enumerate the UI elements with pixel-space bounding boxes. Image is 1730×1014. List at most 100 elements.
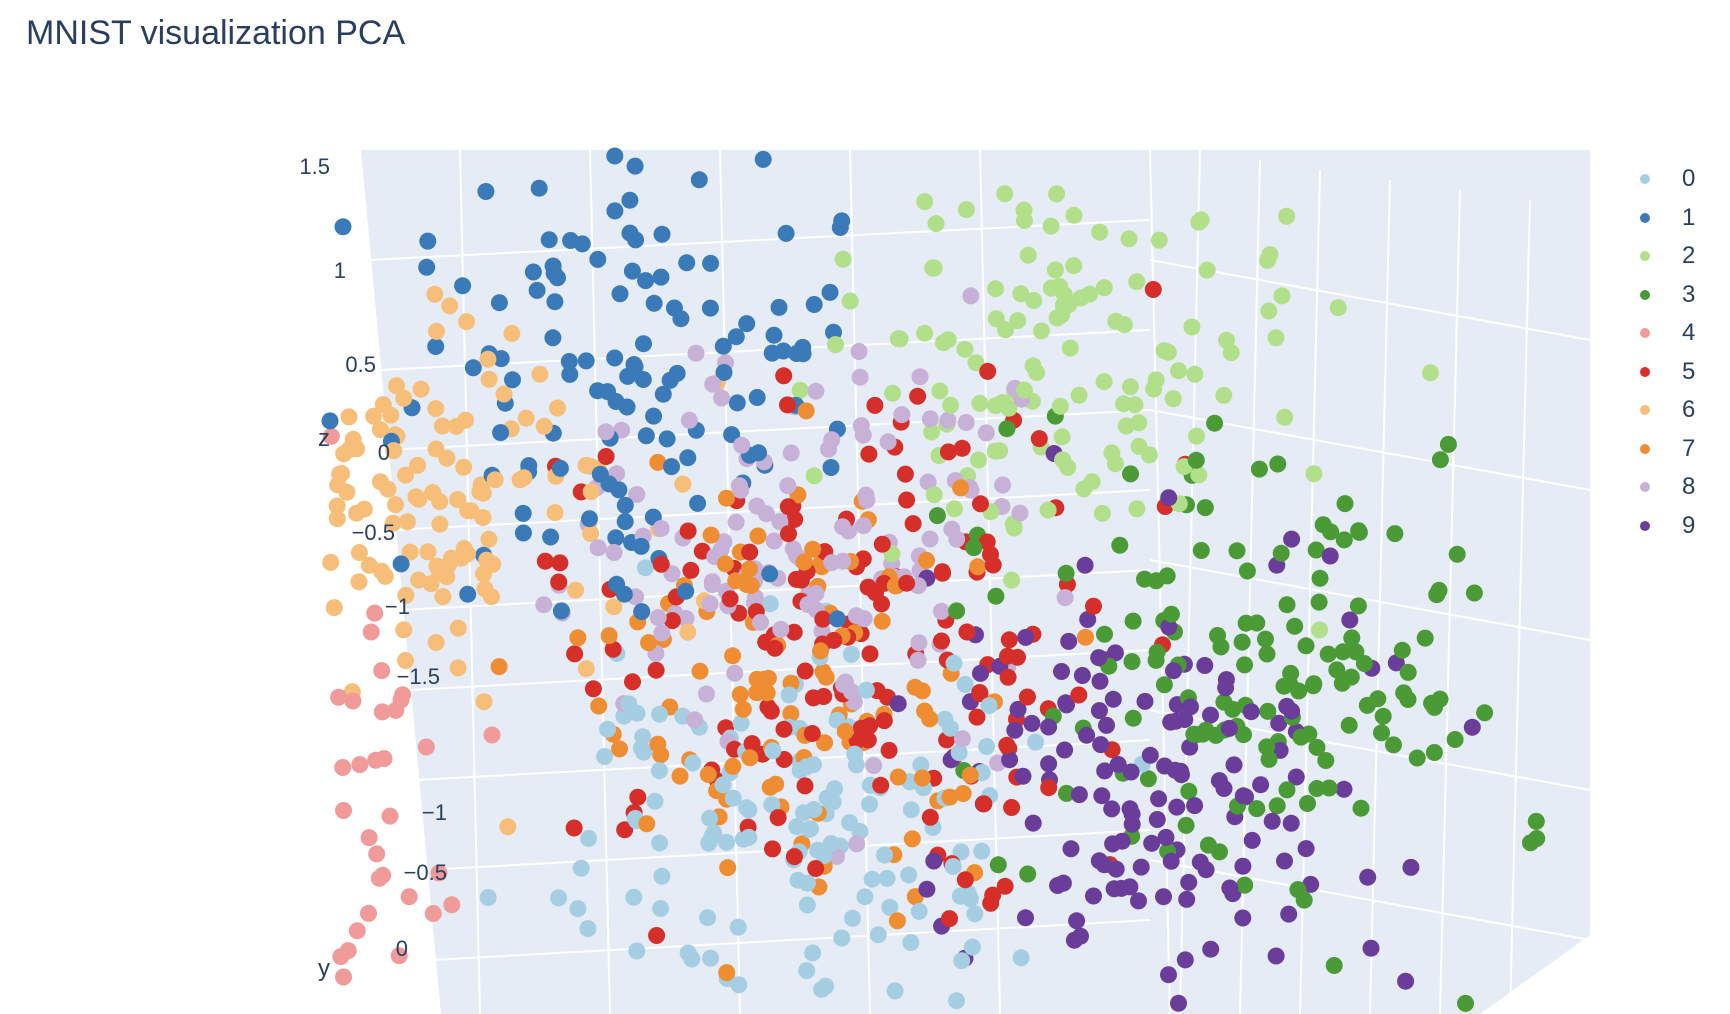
scatter-point-digit-3	[1180, 782, 1198, 800]
scatter-point-digit-4	[351, 756, 369, 774]
scatter-point-digit-2	[956, 340, 974, 358]
scatter-point-digit-7	[903, 830, 921, 848]
legend-item-9[interactable]: 9	[1640, 507, 1720, 546]
scatter-point-digit-9	[1252, 776, 1270, 794]
scatter-point-digit-5	[972, 495, 989, 513]
scatter-point-digit-3	[1295, 891, 1313, 909]
z-tick-label: −1	[385, 594, 410, 619]
scatter-point-digit-5	[721, 590, 739, 608]
scatter-point-digit-3	[1292, 728, 1310, 746]
legend-item-8[interactable]: 8	[1640, 468, 1720, 507]
legend-item-2[interactable]: 2	[1640, 237, 1720, 276]
scatter-point-digit-2	[891, 330, 909, 348]
scatter-point-digit-5	[743, 735, 761, 753]
scatter-point-digit-9	[1054, 874, 1072, 892]
grid-line	[401, 569, 1151, 611]
scatter-point-digit-5	[766, 639, 784, 657]
scatter-point-digit-1	[623, 262, 641, 280]
scatter-point-digit-7	[691, 662, 709, 680]
scatter-point-digit-7	[611, 740, 628, 758]
scatter-point-digit-5	[769, 809, 787, 827]
scatter-point-digit-9	[1090, 649, 1108, 667]
scatter-point-digit-2	[916, 324, 934, 342]
scatter-point-digit-6	[379, 480, 397, 498]
scatter-point-digit-0	[729, 918, 747, 936]
scatter-point-digit-6	[455, 458, 473, 476]
scatter-point-digit-3	[1212, 638, 1230, 656]
scatter-point-digit-0	[844, 909, 861, 927]
scatter-point-digit-5	[975, 795, 993, 813]
scatter-point-digit-8	[649, 609, 667, 627]
scatter-point-digit-4	[348, 922, 366, 940]
scatter-point-digit-8	[752, 613, 769, 631]
scatter-point-digit-2	[1305, 465, 1323, 483]
scatter-point-digit-0	[724, 789, 742, 807]
scatter-point-digit-9	[1217, 679, 1235, 697]
scatter-point-digit-8	[589, 539, 607, 557]
scatter-point-digit-5	[896, 465, 914, 483]
scatter-point-digit-2	[1095, 373, 1113, 391]
scatter-point-digit-8	[921, 530, 939, 548]
scatter-point-digit-4	[367, 751, 385, 769]
scatter-point-digit-5	[775, 367, 793, 385]
scatter-point-digit-0	[701, 809, 719, 827]
scatter-point-digit-8	[807, 585, 825, 602]
legend-item-4[interactable]: 4	[1640, 314, 1720, 353]
scatter-point-digit-0	[761, 595, 779, 613]
legend-marker	[1640, 251, 1650, 262]
scatter-point-digit-0	[798, 962, 816, 980]
scatter-point-digit-2	[931, 382, 949, 400]
scatter-point-digit-2	[925, 486, 943, 504]
scatter-point-digit-2	[1009, 312, 1027, 330]
scatter-point-digit-8	[848, 835, 866, 853]
legend-item-1[interactable]: 1	[1640, 199, 1720, 238]
scatter-point-digit-8	[765, 532, 783, 550]
scatter-point-digit-5	[979, 362, 997, 380]
scatter-point-digit-9	[925, 852, 943, 870]
scatter-point-digit-9	[1104, 690, 1122, 708]
scatter-point-digit-9	[1283, 702, 1301, 720]
scatter-point-digit-3	[1431, 690, 1449, 708]
scatter-point-digit-1	[606, 349, 624, 367]
scatter-point-digit-3	[1425, 744, 1443, 761]
scatter-point-digit-1	[658, 430, 676, 448]
scatter-point-digit-7	[649, 453, 667, 471]
scatter-point-digit-8	[748, 497, 766, 515]
scatter-point-digit-2	[1120, 230, 1138, 248]
scatter-point-digit-7	[1077, 628, 1094, 646]
scatter-point-digit-3	[1299, 795, 1316, 812]
scatter-point-digit-2	[945, 500, 963, 518]
z-tick-label: −0.5	[352, 520, 395, 545]
scatter-point-digit-7	[795, 553, 813, 571]
legend-item-3[interactable]: 3	[1640, 276, 1720, 315]
scatter-point-digit-9	[1009, 700, 1027, 718]
scatter-point-digit-3	[1349, 597, 1367, 615]
scatter-point-digit-6	[577, 660, 595, 678]
scatter-point-digit-3	[987, 587, 1005, 605]
scatter-point-digit-0	[847, 756, 865, 774]
scatter-point-digit-8	[953, 730, 971, 748]
scatter-point-digit-0	[646, 792, 664, 810]
scatter-point-digit-2	[1003, 571, 1021, 589]
scatter-point-digit-0	[632, 739, 650, 757]
scatter-point-digit-0	[684, 754, 702, 772]
scatter-point-digit-9	[1001, 751, 1019, 769]
scatter-point-digit-9	[1143, 834, 1161, 852]
scatter-point-digit-3	[1206, 414, 1224, 432]
scatter-point-digit-8	[858, 491, 876, 509]
legend-item-0[interactable]: 0	[1640, 160, 1720, 199]
scatter-point-digit-2	[1422, 364, 1439, 382]
scatter-point-digit-2	[1128, 273, 1146, 291]
scatter-point-digit-9	[1170, 994, 1187, 1012]
legend-item-7[interactable]: 7	[1640, 430, 1720, 469]
scatter-point-digit-0	[902, 801, 920, 819]
scatter-point-digit-6	[384, 514, 402, 532]
scatter-point-digit-2	[1091, 223, 1109, 241]
scatter-point-digit-8	[835, 676, 852, 694]
scatter-point-digit-1	[611, 285, 629, 303]
legend-item-5[interactable]: 5	[1640, 353, 1720, 392]
legend-item-6[interactable]: 6	[1640, 391, 1720, 430]
scatter-point-digit-0	[804, 944, 822, 962]
y-tick-label: −1	[422, 800, 447, 825]
